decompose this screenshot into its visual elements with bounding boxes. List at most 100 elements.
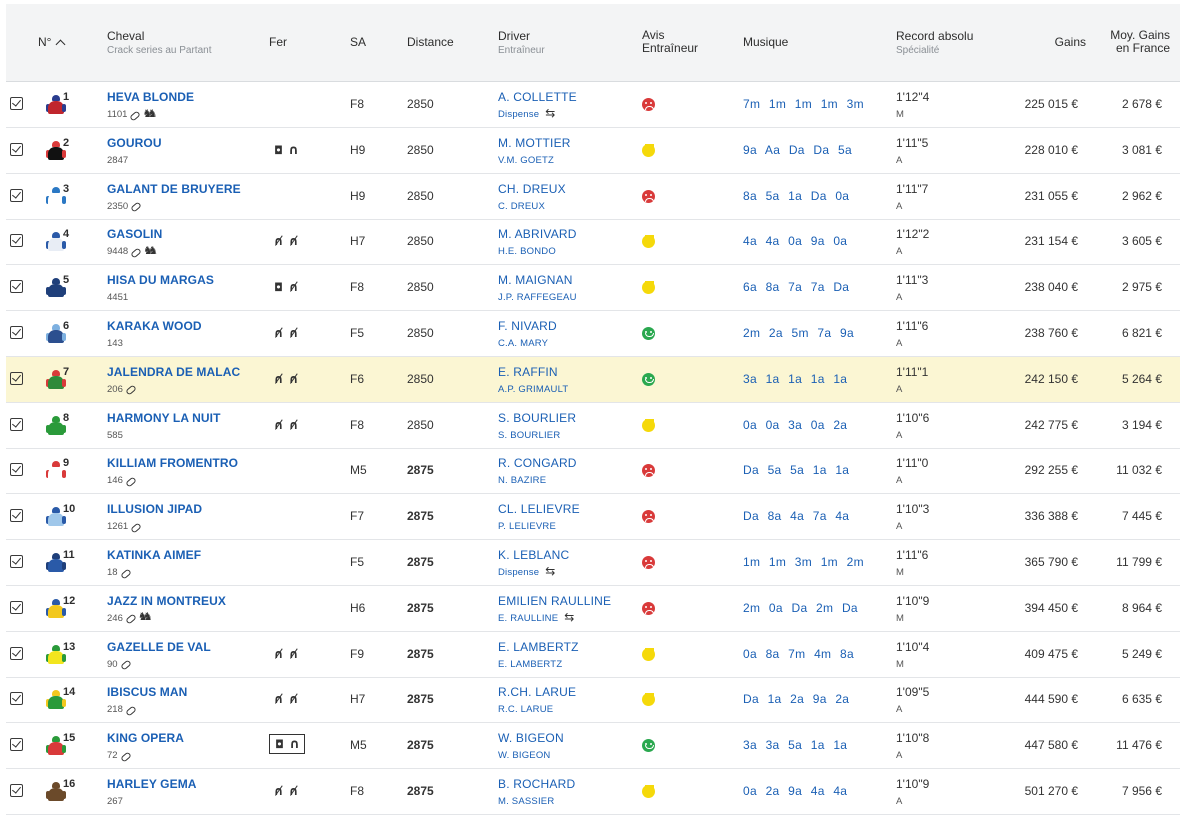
trainer-link[interactable]: E. LAMBERTZ [498,658,563,670]
driver-link[interactable]: M. ABRIVARD [498,227,577,242]
musique-link[interactable]: 9a Aa Da Da 5a [743,142,852,157]
table-row[interactable]: 15 KING OPERA 72 M5 2875 W. BIGEON W. BI… [6,723,1180,770]
table-row[interactable]: 6 KARAKA WOOD 143 F5 2850 F. NIVARD C.A.… [6,311,1180,357]
musique-link[interactable]: 2m 0a Da 2m Da [743,600,858,615]
trainer-link[interactable]: C. DREUX [498,200,545,212]
row-checkbox[interactable] [10,463,23,477]
horse-name-link[interactable]: GALANT DE BRUYERE [107,181,241,196]
horse-name-link[interactable]: KATINKA AIMEF [107,548,202,562]
col-record-header[interactable]: Record absolu Spécialité [896,30,973,57]
trainer-link[interactable]: J.P. RAFFEGEAU [498,292,577,304]
trainer-link[interactable]: V.M. GOETZ [498,154,555,166]
row-checkbox[interactable] [10,600,23,614]
row-checkbox[interactable] [10,326,23,339]
table-row[interactable]: 12 JAZZ IN MONTREUX 246 H6 2875 EMILIEN … [6,586,1180,632]
trainer-link[interactable]: N. BAZIRE [498,475,547,487]
musique-link[interactable]: 0a 8a 7m 4m 8a [743,646,854,661]
musique-link[interactable]: 3a 3a 5a 1a 1a [743,738,848,753]
row-checkbox[interactable] [10,234,23,248]
driver-link[interactable]: CH. DREUX [498,181,566,196]
driver-link[interactable]: E. LAMBERTZ [498,639,579,654]
musique-link[interactable]: Da 1a 2a 9a 2a [743,692,850,707]
row-checkbox[interactable] [10,142,23,156]
table-row[interactable]: 3 GALANT DE BRUYERE 2350 H9 2850 CH. DRE… [6,174,1180,220]
driver-link[interactable]: R.CH. LARUE [498,685,577,700]
horse-name-link[interactable]: KILLIAM FROMENTRO [107,456,239,471]
horse-name-link[interactable]: HARLEY GEMA [107,777,197,791]
table-row[interactable]: 2 GOUROU 2847 H9 2850 M. MOTTIER V.M. GO… [6,128,1180,174]
trainer-link[interactable]: W. BIGEON [498,750,551,762]
col-moy-header[interactable]: Moy. Gains en France [1100,29,1170,55]
horse-name-link[interactable]: GAZELLE DE VAL [107,639,211,654]
sort-chevron-up-icon[interactable] [56,39,66,50]
trainer-link[interactable]: R.C. LARUE [498,704,554,716]
row-checkbox[interactable] [10,646,23,660]
col-musique-header[interactable]: Musique [743,35,789,49]
table-row[interactable]: 8 HARMONY LA NUIT 585 F8 2850 S. BOURLIE… [6,403,1180,449]
table-row[interactable]: 13 GAZELLE DE VAL 90 F9 2875 E. LAMBERTZ… [6,632,1180,678]
driver-link[interactable]: B. ROCHARD [498,777,576,791]
col-cheval-header[interactable]: Cheval Crack series au Partant [107,30,212,57]
row-checkbox[interactable] [10,280,23,294]
table-row[interactable]: 7 JALENDRA DE MALAC 206 F6 2850 E. RAFFI… [6,356,1180,403]
trainer-link[interactable]: A.P. GRIMAULT [498,383,569,395]
musique-link[interactable]: 0a 2a 9a 4a 4a [743,784,848,798]
horse-name-link[interactable]: HARMONY LA NUIT [107,410,221,425]
horse-name-link[interactable]: JAZZ IN MONTREUX [107,593,226,608]
trainer-link[interactable]: P. LELIEVRE [498,521,557,533]
trainer-link[interactable]: Dispense [498,567,540,578]
trainer-link[interactable]: S. BOURLIER [498,429,561,441]
musique-link[interactable]: 2m 2a 5m 7a 9a [743,326,854,340]
table-row[interactable]: 10 ILLUSION JIPAD 1261 F7 2875 CL. LELIE… [6,494,1180,541]
horse-name-link[interactable]: HISA DU MARGAS [107,273,214,288]
row-checkbox[interactable] [10,371,23,385]
table-row[interactable]: 9 KILLIAM FROMENTRO 146 M5 2875 R. CONGA… [6,448,1180,495]
musique-link[interactable]: 4a 4a 0a 9a 0a [743,234,848,249]
driver-link[interactable]: W. BIGEON [498,731,564,746]
table-row[interactable]: 1 HEVA BLONDE 1101 F8 2850 A. COLLETTE D… [6,82,1180,128]
horse-name-link[interactable]: HEVA BLONDE [107,90,195,104]
row-checkbox[interactable] [10,555,23,568]
musique-link[interactable]: 0a 0a 3a 0a 2a [743,417,848,432]
col-distance-header[interactable]: Distance [407,35,454,49]
table-row[interactable]: 14 IBISCUS MAN 218 H7 2875 R.CH. LARUE R… [6,677,1180,724]
row-checkbox[interactable] [10,738,23,752]
driver-link[interactable]: A. COLLETTE [498,90,577,104]
trainer-link[interactable]: C.A. MARY [498,338,549,349]
col-driver-header[interactable]: Driver Entraîneur [498,30,545,57]
row-checkbox[interactable] [10,784,23,797]
table-row[interactable]: 5 HISA DU MARGAS 4451 F8 2850 M. MAIGNAN… [6,265,1180,312]
col-avis-header[interactable]: Avis Entraîneur [642,29,698,55]
row-checkbox[interactable] [10,509,23,523]
trainer-link[interactable]: H.E. BONDO [498,246,556,258]
table-row[interactable]: 16 HARLEY GEMA 267 F8 2875 B. ROCHARD M.… [6,769,1180,815]
musique-link[interactable]: 6a 8a 7a 7a Da [743,280,850,295]
row-checkbox[interactable] [10,97,23,110]
col-num-header[interactable]: N° [38,36,66,50]
col-fer-header[interactable]: Fer [269,35,287,49]
horse-name-link[interactable]: GASOLIN [107,227,163,242]
musique-link[interactable]: 1m 1m 3m 1m 2m [743,555,864,569]
musique-link[interactable]: 7m 1m 1m 1m 3m [743,97,864,111]
table-row[interactable]: 11 KATINKA AIMEF 18 F5 2875 K. LEBLANC D… [6,540,1180,586]
driver-link[interactable]: E. RAFFIN [498,364,558,379]
col-sa-header[interactable]: SA [350,35,367,49]
driver-link[interactable]: R. CONGARD [498,456,577,471]
horse-name-link[interactable]: IBISCUS MAN [107,685,188,700]
horse-name-link[interactable]: KING OPERA [107,731,185,746]
horse-name-link[interactable]: KARAKA WOOD [107,319,202,333]
driver-link[interactable]: EMILIEN RAULLINE [498,593,612,608]
trainer-link[interactable]: E. RAULLINE [498,612,559,624]
musique-link[interactable]: Da 5a 5a 1a 1a [743,463,850,478]
row-checkbox[interactable] [10,692,23,706]
horse-name-link[interactable]: ILLUSION JIPAD [107,502,203,517]
musique-link[interactable]: 8a 5a 1a Da 0a [743,188,850,203]
musique-link[interactable]: Da 8a 4a 7a 4a [743,509,850,524]
driver-link[interactable]: M. MOTTIER [498,135,571,150]
table-row[interactable]: 4 GASOLIN 9448 H7 2850 M. ABRIVARD H.E. … [6,219,1180,266]
col-gains-header[interactable]: Gains [1054,35,1086,49]
trainer-link[interactable]: M. SASSIER [498,796,555,807]
trainer-link[interactable]: Dispense [498,109,540,120]
musique-link[interactable]: 3a 1a 1a 1a 1a [743,371,848,386]
driver-link[interactable]: K. LEBLANC [498,548,570,562]
